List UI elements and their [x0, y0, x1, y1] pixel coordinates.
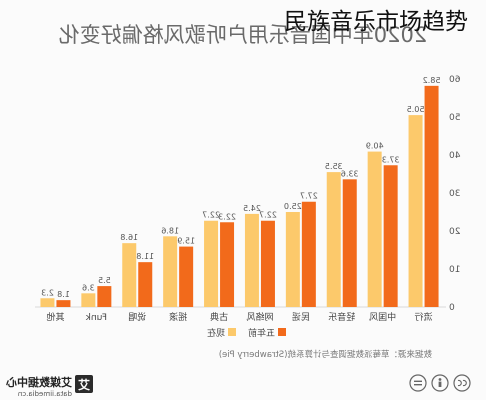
- bar-five-years-ago-8: [97, 286, 112, 307]
- y-tick-label: 10: [449, 265, 461, 275]
- data-label-now-3: 25.0: [284, 202, 302, 211]
- logo-name: 艾媒数据中心: [6, 375, 72, 389]
- data-label-five-years-ago-4: 22.7: [259, 211, 277, 220]
- data-label-now-7: 16.8: [120, 233, 138, 242]
- cc-icon: [453, 374, 471, 392]
- bar-five-years-ago-4: [260, 220, 275, 307]
- data-label-five-years-ago-6: 15.9: [177, 237, 195, 246]
- y-tick-label: 30: [449, 189, 461, 199]
- data-label-now-9: 2.3: [41, 288, 54, 297]
- bar-five-years-ago-3: [301, 201, 316, 307]
- license-icons: [409, 374, 471, 392]
- no-derivatives-icon: [409, 374, 427, 392]
- y-tick-label: 40: [449, 151, 461, 161]
- data-label-now-8: 3.6: [82, 283, 95, 292]
- attribution-icon: [431, 374, 449, 392]
- legend-label-now: 现在: [207, 327, 225, 339]
- data-label-now-1: 40.9: [366, 142, 384, 151]
- bar-five-years-ago-5: [220, 222, 235, 307]
- data-label-five-years-ago-8: 5.5: [98, 276, 111, 285]
- logo-mark: 艾: [78, 377, 90, 392]
- data-label-now-4: 24.5: [243, 204, 261, 213]
- category-label: 说唱: [128, 311, 146, 323]
- bar-five-years-ago-9: [56, 300, 71, 307]
- overlay-title: 民族音乐市场趋势: [284, 9, 468, 35]
- data-label-now-6: 18.6: [161, 226, 179, 235]
- category-label: 轻音乐: [328, 311, 355, 323]
- bar-now-7: [122, 243, 137, 307]
- category-label: 网络风: [246, 311, 273, 323]
- bar-now-0: [408, 115, 423, 307]
- bar-five-years-ago-2: [342, 179, 357, 307]
- data-label-now-2: 35.5: [325, 162, 343, 171]
- data-label-five-years-ago-0: 58.2: [423, 76, 441, 85]
- data-label-five-years-ago-5: 22.3: [218, 212, 236, 221]
- category-label: 其他: [46, 311, 64, 323]
- data-label-five-years-ago-9: 1.8: [57, 290, 70, 299]
- bar-now-4: [244, 213, 259, 307]
- data-source-note: 数据来源：草莓派数据调查与计算系统(Strawberry Pie): [219, 349, 432, 360]
- logo-url: data.iimedia.cn: [18, 390, 72, 398]
- logo-mark-box: [75, 375, 93, 393]
- y-tick-label: 50: [449, 113, 461, 123]
- bar-now-8: [81, 293, 96, 307]
- data-label-now-0: 50.5: [407, 105, 425, 114]
- bar-now-3: [285, 212, 300, 307]
- category-label: 摇滚: [169, 311, 187, 323]
- brand-logo: 艾 艾媒数据中心 data.iimedia.cn: [6, 375, 93, 398]
- category-label: 中国风: [369, 311, 396, 323]
- legend-swatch-five-years-ago: [278, 328, 286, 336]
- category-label: Funk: [85, 313, 107, 323]
- data-label-five-years-ago-7: 11.8: [136, 252, 154, 261]
- bar-now-5: [204, 220, 219, 307]
- data-label-five-years-ago-2: 33.6: [341, 169, 359, 178]
- bar-five-years-ago-7: [138, 262, 153, 307]
- y-tick-label: 20: [449, 227, 461, 237]
- legend: 五年前 现在: [207, 327, 286, 339]
- data-label-five-years-ago-3: 27.7: [300, 192, 318, 201]
- bar-now-9: [40, 298, 55, 307]
- legend-swatch-now: [228, 328, 236, 336]
- data-label-now-5: 22.7: [202, 211, 220, 220]
- category-label: 民谣: [292, 311, 310, 323]
- bar-series: 58.250.537.340.933.635.527.725.022.724.5…: [40, 76, 440, 307]
- y-tick-label: 60: [449, 75, 461, 85]
- category-label: 流行: [415, 311, 433, 323]
- legend-label-five-years-ago: 五年前: [248, 327, 275, 339]
- y-tick-label: 0: [449, 303, 455, 313]
- bar-now-2: [326, 172, 341, 307]
- bar-five-years-ago-0: [424, 85, 439, 307]
- category-labels: 流行 中国风 轻音乐 民谣 网络风 古典 摇滚 说唱 Funk 其他: [46, 311, 432, 323]
- bar-five-years-ago-1: [383, 165, 398, 307]
- bar-now-1: [367, 151, 382, 307]
- category-label: 古典: [210, 311, 228, 323]
- bar-now-6: [163, 236, 178, 307]
- mirrored-chart-image: 2020年中国音乐用户听歌风格偏好变化 0 10 20 30 40 50 60 58.2 50…: [6, 23, 471, 398]
- data-label-five-years-ago-1: 37.3: [382, 155, 400, 164]
- bar-five-years-ago-6: [179, 246, 194, 307]
- chart-title: 2020年中国音乐用户听歌风格偏好变化: [59, 23, 427, 47]
